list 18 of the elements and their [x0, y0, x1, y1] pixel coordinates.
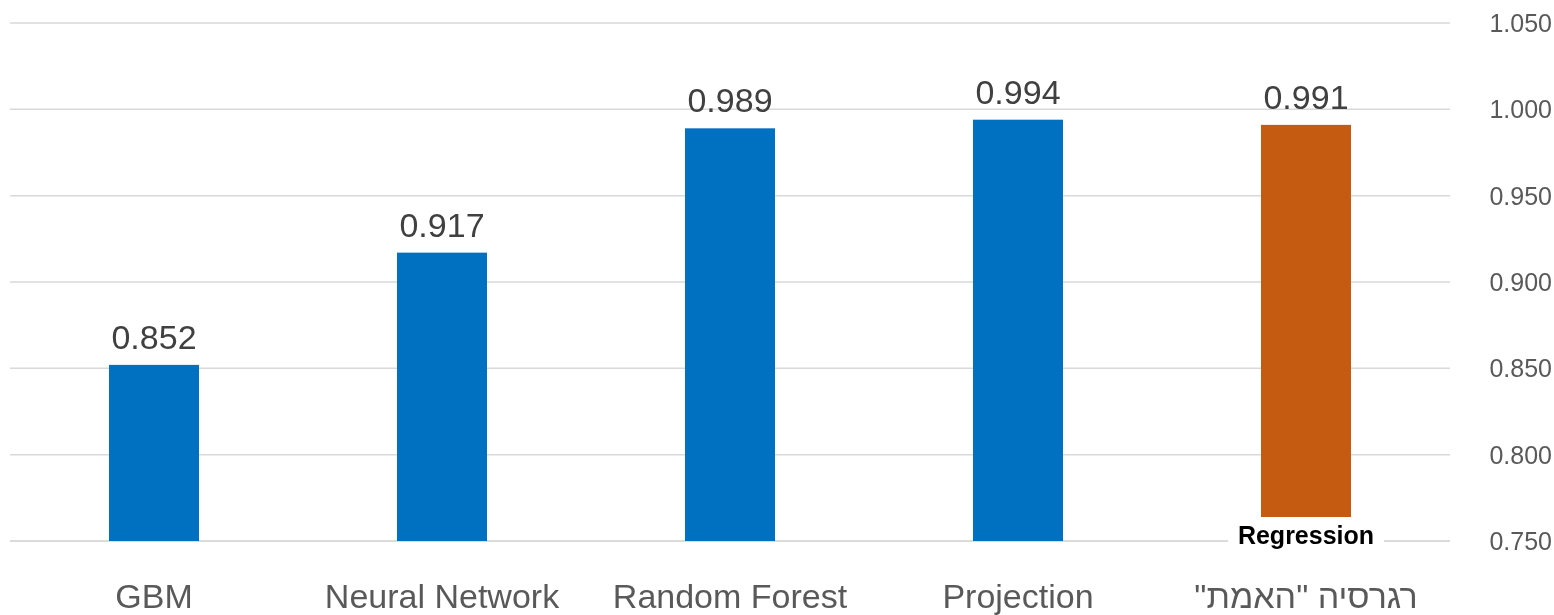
- y-tick-label: 0.850: [1489, 354, 1552, 383]
- x-tick-label: Projection: [942, 577, 1094, 615]
- data-label: 0.991: [1263, 77, 1349, 116]
- data-label: 0.989: [687, 81, 773, 120]
- x-tick-label: GBM: [115, 577, 193, 615]
- data-label: 0.852: [111, 317, 197, 356]
- y-tick-label: 0.950: [1489, 181, 1552, 210]
- y-tick-label: 1.050: [1489, 9, 1552, 37]
- y-tick-label: 0.750: [1489, 527, 1552, 555]
- x-tick-label: Neural Network: [324, 577, 561, 615]
- x-tick-label: רגרסיה "האמת": [1194, 577, 1418, 615]
- y-tick-label: 0.900: [1489, 268, 1552, 296]
- x-tick-label: Random Forest: [612, 577, 848, 615]
- data-label: 0.994: [975, 72, 1061, 111]
- y-tick-label: 0.800: [1489, 440, 1552, 469]
- y-tick-label: 1.000: [1489, 95, 1552, 124]
- data-label: 0.917: [399, 205, 485, 244]
- annotation: Regression: [1237, 521, 1375, 549]
